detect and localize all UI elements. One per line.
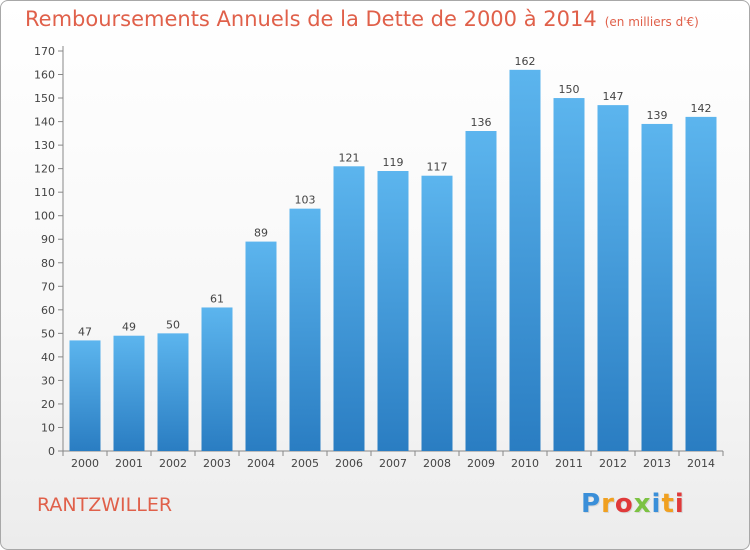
y-tick-label: 150 — [34, 92, 55, 105]
x-tick-label: 2001 — [115, 457, 143, 470]
bar — [333, 166, 365, 451]
x-tick-label: 2006 — [335, 457, 363, 470]
y-tick-label: 70 — [41, 280, 55, 293]
x-tick-label: 2007 — [379, 457, 407, 470]
data-label: 136 — [471, 116, 492, 129]
bar — [641, 123, 673, 452]
bar — [377, 171, 409, 451]
bar — [509, 69, 541, 451]
logo-letter: r — [601, 489, 615, 519]
data-label: 89 — [254, 227, 268, 240]
y-tick-label: 20 — [41, 398, 55, 411]
data-label: 142 — [691, 102, 712, 115]
y-tick-label: 0 — [48, 445, 55, 458]
x-tick-label: 2010 — [511, 457, 539, 470]
bar — [69, 340, 101, 451]
x-tick-label: 2013 — [643, 457, 671, 470]
data-label: 47 — [78, 325, 92, 338]
bar — [421, 175, 453, 452]
town-name: RANTZWILLER — [37, 494, 173, 516]
bar — [201, 307, 233, 451]
logo-letter: i — [651, 489, 662, 519]
data-label: 50 — [166, 318, 180, 331]
y-tick-label: 50 — [41, 327, 55, 340]
y-tick-label: 140 — [34, 116, 55, 129]
y-tick-label: 30 — [41, 374, 55, 387]
data-label: 103 — [295, 194, 316, 207]
bar — [553, 98, 585, 451]
data-label: 147 — [603, 90, 624, 103]
bar — [465, 131, 497, 451]
data-label: 150 — [559, 83, 580, 96]
y-tick-label: 130 — [34, 139, 55, 152]
y-tick-label: 100 — [34, 210, 55, 223]
logo-letter: i — [674, 489, 685, 519]
data-label: 139 — [647, 109, 668, 122]
bar — [597, 105, 629, 451]
data-label: 117 — [427, 161, 448, 174]
x-tick-label: 2009 — [467, 457, 495, 470]
y-tick-label: 90 — [41, 233, 55, 246]
x-tick-label: 2011 — [555, 457, 583, 470]
bar — [245, 241, 277, 451]
y-tick-label: 170 — [34, 45, 55, 58]
logo-letter: x — [633, 489, 652, 519]
logo-letter: o — [614, 489, 634, 519]
y-tick-label: 80 — [41, 257, 55, 270]
chart-title-text: Remboursements Annuels de la Dette de 20… — [25, 7, 597, 31]
y-tick-label: 160 — [34, 69, 55, 82]
y-tick-label: 40 — [41, 351, 55, 364]
y-tick-label: 110 — [34, 186, 55, 199]
bar — [289, 208, 321, 451]
data-label: 49 — [122, 321, 136, 334]
bar — [685, 116, 717, 451]
bar — [157, 333, 189, 451]
data-label: 61 — [210, 292, 224, 305]
y-tick-label: 10 — [41, 421, 55, 434]
x-tick-label: 2002 — [159, 457, 187, 470]
chart-title: Remboursements Annuels de la Dette de 20… — [25, 7, 699, 31]
logo-letter: t — [661, 489, 675, 519]
logo-letter: P — [581, 489, 602, 519]
proxiti-logo: Proxiti — [581, 489, 685, 519]
data-label: 162 — [515, 55, 536, 68]
x-tick-label: 2014 — [687, 457, 715, 470]
x-tick-label: 2000 — [71, 457, 99, 470]
y-tick-label: 120 — [34, 163, 55, 176]
y-tick-label: 60 — [41, 304, 55, 317]
bar — [113, 335, 145, 451]
x-tick-label: 2008 — [423, 457, 451, 470]
x-tick-label: 2003 — [203, 457, 231, 470]
data-label: 119 — [383, 156, 404, 169]
x-tick-label: 2012 — [599, 457, 627, 470]
x-tick-label: 2004 — [247, 457, 275, 470]
chart-subtitle: (en milliers d'€) — [604, 15, 699, 29]
data-label: 121 — [339, 151, 360, 164]
x-tick-label: 2005 — [291, 457, 319, 470]
